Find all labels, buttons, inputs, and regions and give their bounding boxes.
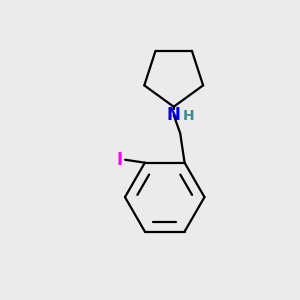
Text: I: I	[116, 151, 122, 169]
Text: H: H	[183, 110, 195, 124]
Text: N: N	[167, 106, 181, 124]
